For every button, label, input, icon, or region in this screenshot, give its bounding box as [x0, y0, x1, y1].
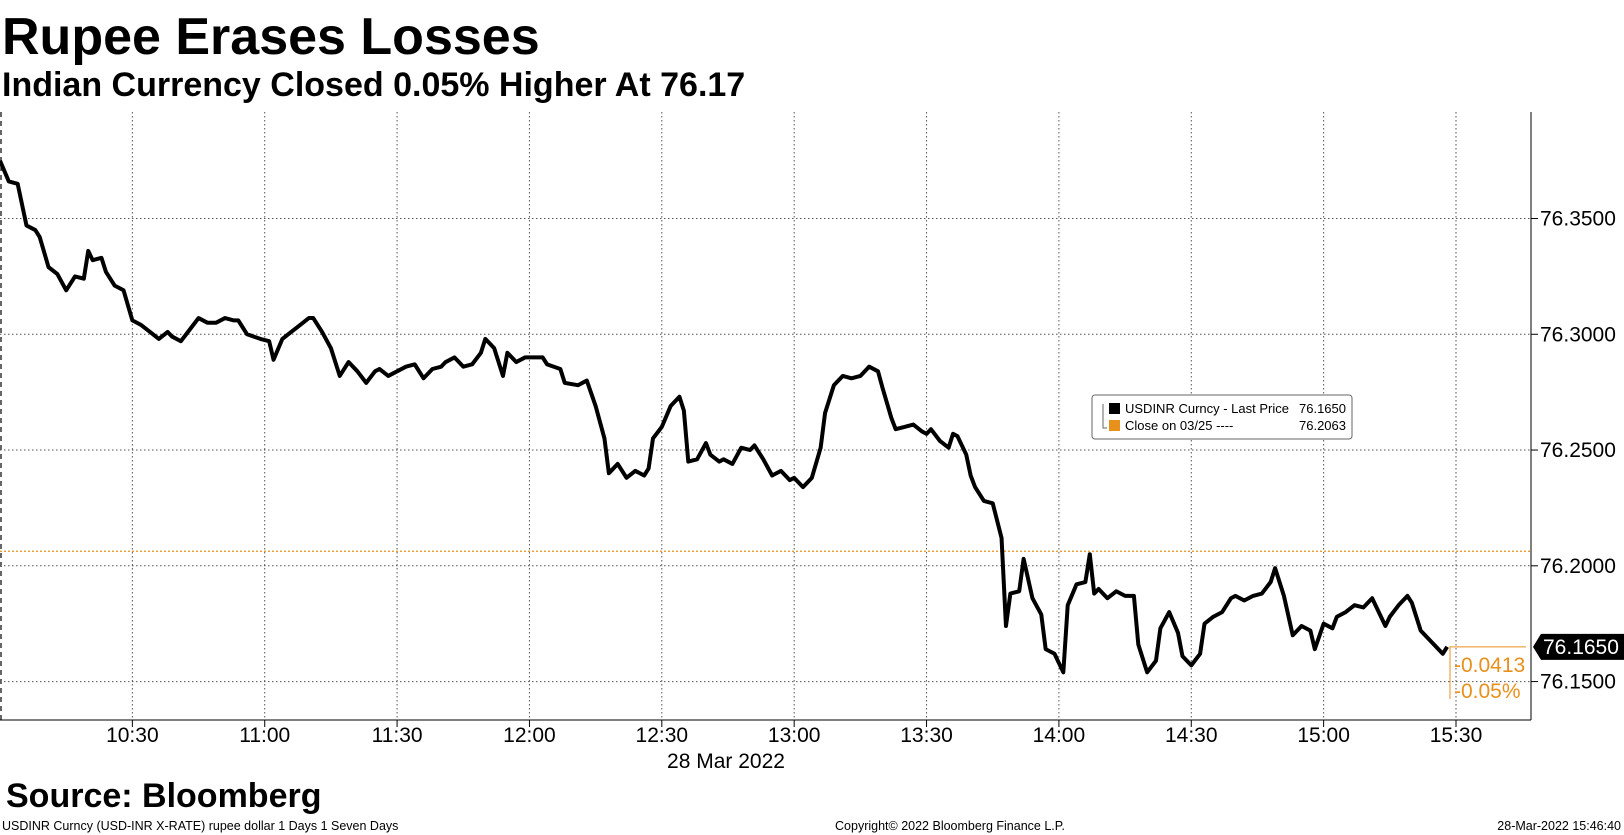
legend-tree: [1102, 404, 1107, 429]
legend-value: 76.2063: [1299, 418, 1346, 433]
chart-title: Rupee Erases Losses: [2, 8, 540, 66]
change-label: -0.0413: [1454, 654, 1525, 677]
x-tick-label: 11:30: [372, 724, 423, 747]
x-axis-label: 28 Mar 2022: [667, 750, 785, 773]
y-tick-label: 76.2500: [1540, 439, 1616, 462]
x-tick-label: 11:00: [239, 724, 290, 747]
legend: USDINR Curncy - Last Price 76.1650 Close o…: [1091, 394, 1353, 440]
x-tick-label: 14:30: [1165, 724, 1218, 747]
y-tick-label: 76.3000: [1540, 323, 1616, 346]
source: Source: Bloomberg: [6, 777, 321, 815]
legend-label: Close on 03/25 ----: [1125, 418, 1233, 433]
x-tick-label: 13:00: [768, 724, 821, 747]
legend-label: USDINR Curncy - Last Price: [1125, 401, 1289, 416]
footer-left: USDINR Curncy (USD-INR X-RATE) rupee dol…: [2, 819, 398, 833]
change-bracket: [1449, 646, 1526, 699]
legend-swatch: [1109, 403, 1120, 414]
chart-subtitle: Indian Currency Closed 0.05% Higher At 7…: [2, 66, 745, 104]
x-tick-label: 13:30: [900, 724, 953, 747]
last-price-box: [1533, 633, 1624, 660]
x-tick-label: 14:00: [1033, 724, 1086, 747]
x-tick-label: 12:30: [636, 724, 689, 747]
legend-value: 76.1650: [1299, 401, 1346, 416]
x-tick-label: 10:30: [106, 724, 159, 747]
change-pct-label: -0.05%: [1454, 680, 1521, 703]
x-tick-label: 15:30: [1430, 724, 1483, 747]
y-tick-label: 76.3500: [1540, 208, 1616, 231]
y-tick-label: 76.1500: [1540, 671, 1616, 694]
last-price-label: 76.1650: [1543, 636, 1619, 659]
footer-right: 28-Mar-2022 15:46:40: [1497, 819, 1621, 833]
x-tick-label: 15:00: [1297, 724, 1350, 747]
legend-box: [1091, 394, 1353, 440]
footer-center: Copyright© 2022 Bloomberg Finance L.P.: [835, 819, 1065, 833]
y-tick-label: 76.2000: [1540, 555, 1616, 578]
price-line: [0, 159, 1449, 675]
legend-swatch: [1109, 420, 1120, 431]
x-tick-label: 12:00: [503, 724, 556, 747]
